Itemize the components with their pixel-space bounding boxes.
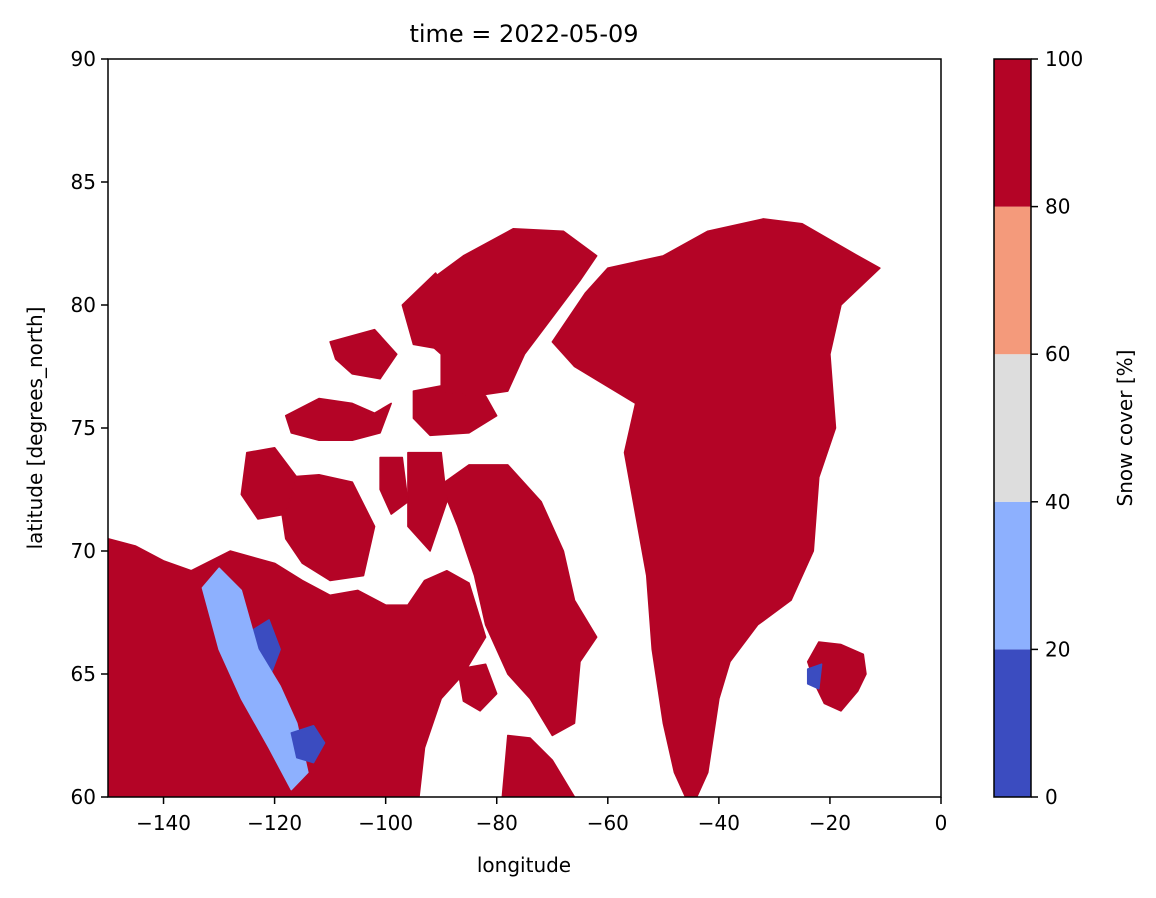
colorbar-bin <box>994 501 1031 650</box>
region-mainland-canada <box>108 537 487 797</box>
colorbar-tick-label: 20 <box>1045 637 1070 661</box>
x-tick-label: −80 <box>476 811 518 835</box>
x-tick-label: −120 <box>247 811 302 835</box>
colorbar-bin <box>994 206 1031 355</box>
region-great-slave-lake <box>290 724 326 764</box>
x-tick-label: −100 <box>358 811 413 835</box>
y-tick-label: 65 <box>71 662 96 686</box>
region-somerset-boothia <box>407 451 448 552</box>
snow-regions <box>108 218 881 797</box>
y-tick-label: 70 <box>71 539 96 563</box>
chart-title: time = 2022-05-09 <box>409 20 638 48</box>
x-axis-ticks: −140 −120 −100 −80 −60 −40 −20 0 <box>136 797 947 835</box>
colorbar-tick-label: 40 <box>1045 490 1070 514</box>
region-iceland-low-snow <box>806 663 823 690</box>
colorbar-frame <box>993 58 1032 798</box>
x-axis-label: longitude <box>477 853 571 877</box>
region-quebec-labrador <box>501 734 576 797</box>
region-prince-of-wales-island <box>379 456 409 515</box>
x-tick-label: −40 <box>698 811 740 835</box>
y-tick-label: 90 <box>71 47 96 71</box>
region-greenland <box>551 218 881 797</box>
x-tick-label: 0 <box>935 811 948 835</box>
region-southampton-island <box>457 663 498 712</box>
colorbar-tick-label: 100 <box>1045 47 1083 71</box>
colorbar-tick-label: 80 <box>1045 195 1070 219</box>
colorbar-bin <box>994 649 1031 797</box>
x-tick-label: −20 <box>809 811 851 835</box>
x-tick-label: −60 <box>587 811 629 835</box>
region-iceland <box>806 641 867 712</box>
y-axis-ticks: 60 65 70 75 80 85 90 <box>71 47 108 809</box>
region-axel-heiberg-island <box>401 272 454 351</box>
y-tick-label: 80 <box>71 293 96 317</box>
region-banks-island <box>240 446 298 520</box>
y-tick-label: 60 <box>71 785 96 809</box>
x-tick-label: −140 <box>136 811 191 835</box>
y-axis-label: latitude [degrees_north] <box>23 307 47 550</box>
y-tick-label: 75 <box>71 416 96 440</box>
region-victoria-island <box>279 473 376 582</box>
y-tick-label: 85 <box>71 170 96 194</box>
colorbar-label: Snow cover [%] <box>1113 350 1137 507</box>
colorbar-bin <box>994 354 1031 502</box>
colorbar-ticks: 0 20 40 60 80 100 <box>1031 47 1083 809</box>
region-queen-elizabeth-islands-west <box>329 328 398 380</box>
region-parry-islands <box>284 397 392 442</box>
colorbar-tick-label: 60 <box>1045 342 1070 366</box>
colorbar <box>994 59 1031 797</box>
colorbar-tick-label: 0 <box>1045 785 1058 809</box>
colorbar-bin <box>994 59 1031 207</box>
region-baffin-island <box>440 464 598 737</box>
